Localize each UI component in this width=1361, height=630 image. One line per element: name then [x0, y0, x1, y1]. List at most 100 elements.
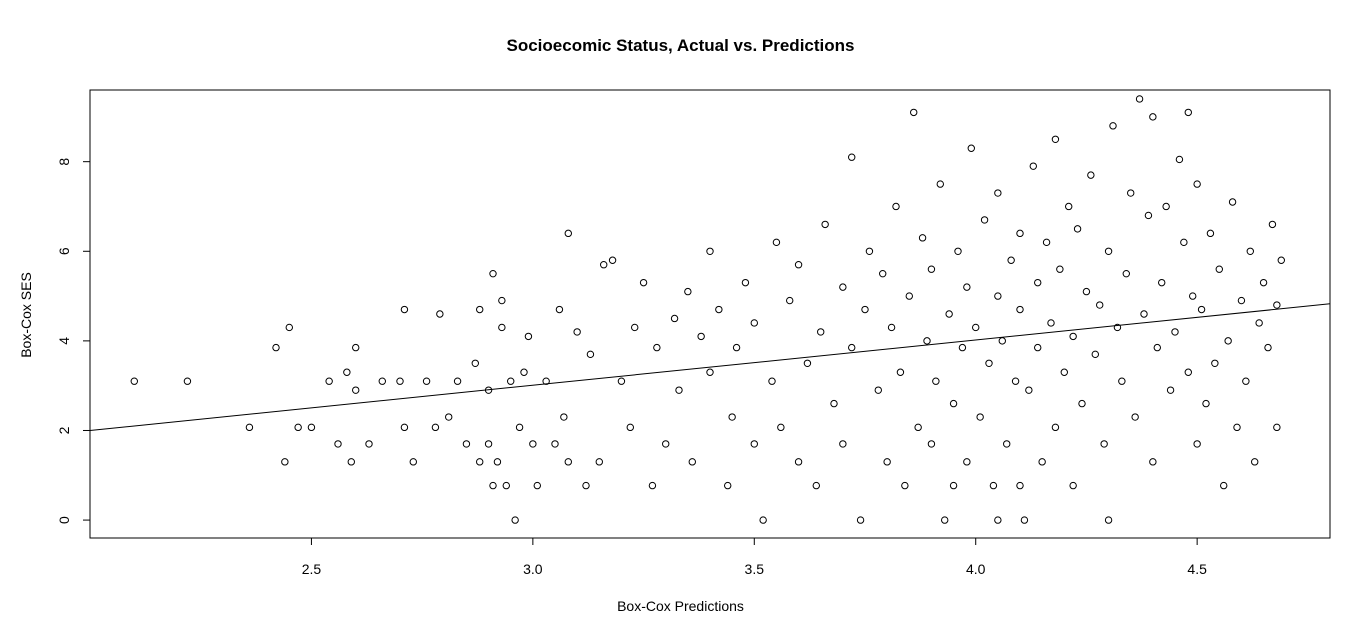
data-point [1158, 278, 1166, 287]
data-point [245, 423, 254, 432]
data-point [396, 377, 404, 385]
data-point [1078, 399, 1086, 408]
data-point [560, 413, 568, 421]
data-point [821, 220, 829, 229]
data-point [409, 458, 417, 466]
data-point [1197, 305, 1206, 314]
chart-title: Socioecomic Status, Actual vs. Predictio… [506, 36, 855, 55]
data-point [670, 314, 679, 323]
data-point [1003, 440, 1011, 448]
data-point [1034, 278, 1042, 287]
y-tick-label: 8 [56, 158, 72, 166]
data-point [1042, 238, 1051, 247]
data-point [883, 458, 891, 466]
data-point [564, 458, 572, 466]
data-point [1104, 516, 1113, 524]
data-point [498, 323, 506, 332]
y-tick-label: 6 [56, 247, 72, 255]
x-tick-label: 3.5 [745, 561, 765, 577]
data-point [1273, 301, 1281, 309]
data-point [1113, 323, 1122, 332]
data-point [1220, 481, 1228, 490]
data-point [1149, 458, 1157, 466]
data-point [1069, 481, 1077, 490]
data-point [697, 332, 705, 341]
data-point [476, 458, 484, 466]
data-point [1056, 265, 1064, 273]
data-point [949, 399, 958, 408]
data-point [400, 423, 409, 432]
x-tick-label: 4.5 [1187, 561, 1207, 577]
data-point [1215, 265, 1223, 273]
data-point [476, 305, 484, 314]
x-tick-label: 4.0 [966, 561, 986, 577]
data-point [901, 481, 909, 490]
data-point [1007, 256, 1015, 264]
data-point [1029, 162, 1037, 170]
data-point [848, 343, 856, 352]
data-point [542, 377, 550, 385]
data-point [918, 234, 927, 242]
x-axis: 2.5 3.0 3.5 4.0 4.5 [302, 537, 1207, 577]
data-point [1180, 238, 1188, 247]
data-point [582, 481, 590, 490]
data-point [848, 153, 856, 161]
data-point [768, 377, 776, 385]
data-point [1259, 278, 1268, 287]
data-point [923, 337, 931, 345]
data-point [1153, 343, 1161, 352]
data-point [892, 202, 900, 211]
data-point [861, 305, 869, 314]
data-point [511, 516, 519, 524]
data-point [1104, 247, 1113, 255]
regression-line [89, 303, 1331, 431]
data-point [1273, 423, 1281, 432]
data-point [600, 261, 608, 269]
data-point [365, 440, 373, 448]
data-point [431, 423, 440, 432]
data-point [994, 189, 1002, 197]
data-point [564, 229, 572, 238]
data-point [307, 423, 316, 432]
data-point [967, 144, 975, 152]
data-point [812, 481, 820, 490]
data-point [1184, 108, 1192, 117]
data-point [706, 368, 714, 376]
data-point [343, 368, 351, 376]
data-point [794, 458, 803, 466]
data-point [1100, 440, 1108, 448]
data-point [976, 413, 984, 421]
data-point [817, 328, 825, 336]
data-point [272, 343, 280, 352]
data-point [1016, 481, 1024, 490]
data-point [724, 481, 732, 490]
data-point [688, 458, 696, 466]
data-point [498, 296, 506, 305]
data-point [910, 108, 918, 117]
data-point [524, 332, 533, 341]
data-point [639, 278, 648, 287]
data-point [1122, 269, 1130, 278]
data-point [1140, 310, 1148, 318]
data-point [914, 423, 922, 432]
data-point [896, 368, 905, 376]
y-tick-label: 4 [56, 337, 72, 345]
data-point [958, 343, 967, 352]
data-point [945, 310, 953, 318]
data-point [1073, 225, 1082, 233]
data-point [130, 377, 138, 385]
data-point [1193, 440, 1201, 448]
x-tick-label: 2.5 [302, 561, 322, 577]
data-point [1020, 516, 1029, 524]
data-point [1038, 458, 1046, 466]
data-point [1047, 319, 1055, 327]
data-point [1091, 350, 1099, 359]
data-point [675, 386, 683, 394]
data-point [493, 458, 502, 466]
data-point [759, 516, 767, 524]
data-point [732, 343, 741, 352]
data-point [1051, 423, 1060, 432]
data-point [653, 343, 661, 352]
data-point [1246, 247, 1254, 255]
